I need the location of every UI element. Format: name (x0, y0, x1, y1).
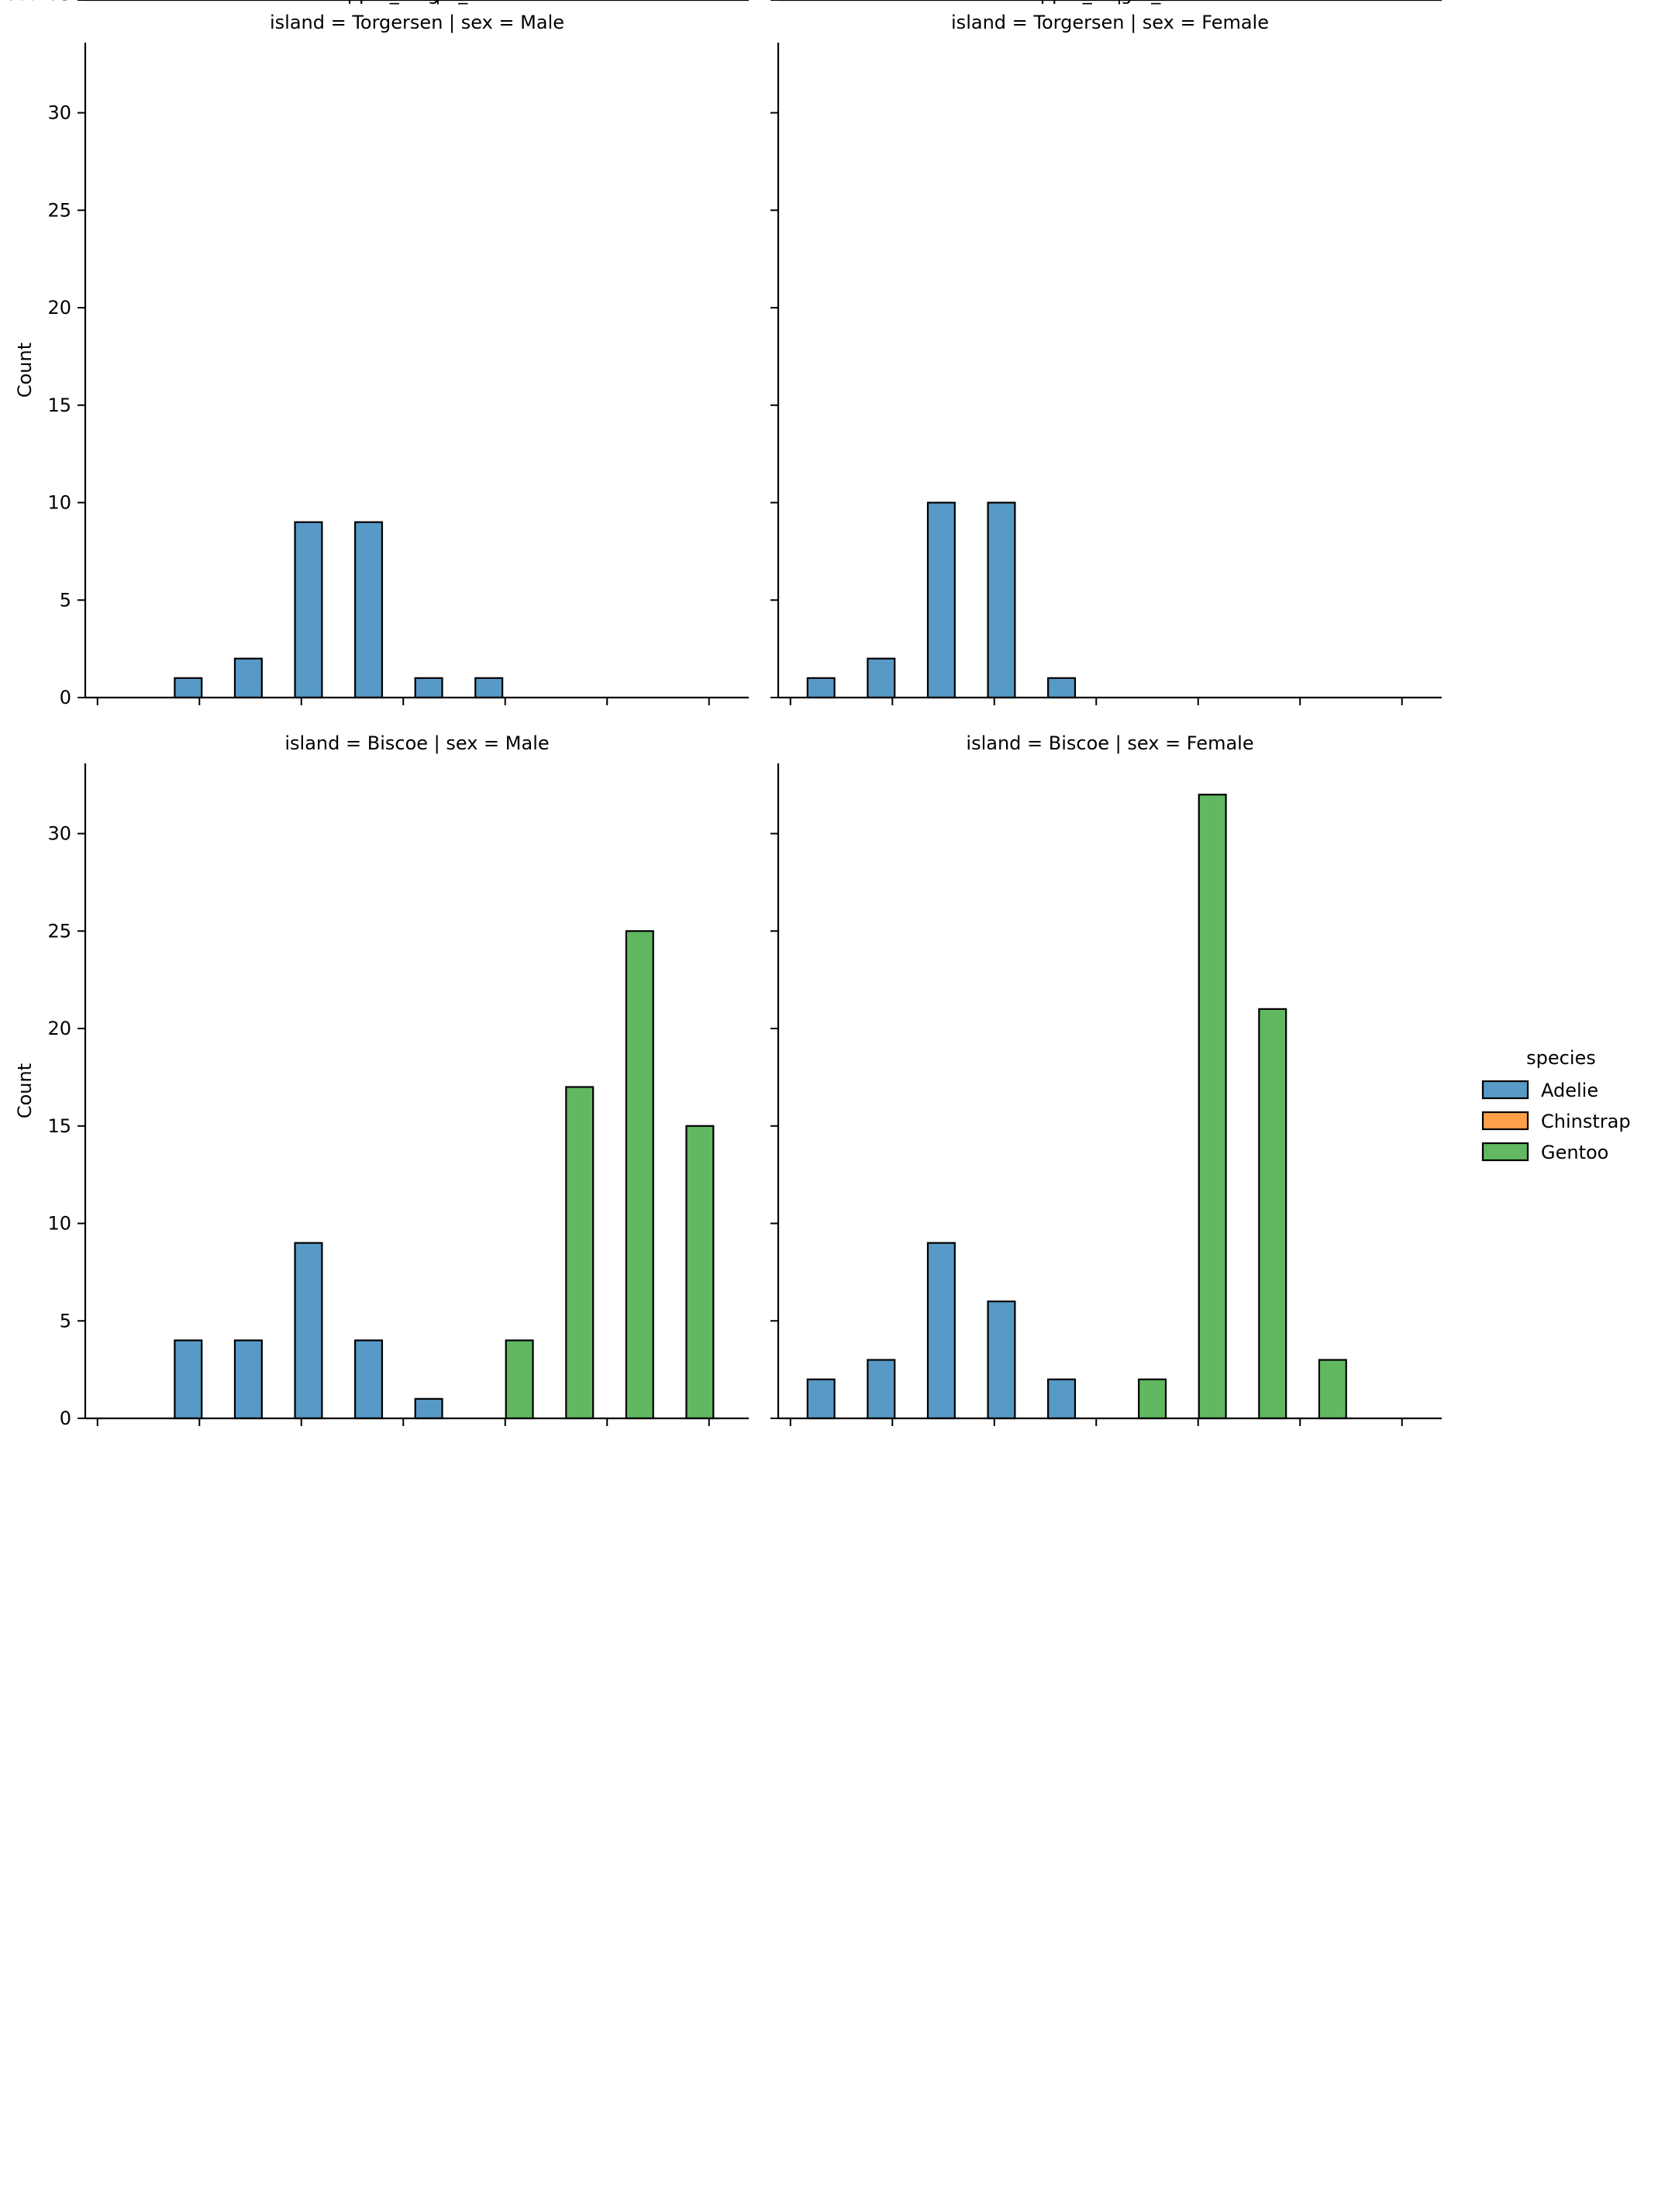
bar-gentoo-223.2 (1318, 1359, 1347, 1420)
facet-title: island = Torgersen | sex = Male (270, 12, 564, 33)
legend: species Adelie Chinstrap Gentoo (1481, 1047, 1631, 1163)
bar-adelie-202.5 (414, 677, 443, 699)
legend-label-adelie: Adelie (1541, 1080, 1598, 1101)
x-tick-label: 180 (874, 0, 910, 5)
legend-title: species (1526, 1047, 1596, 1069)
bar-adelie-184.8 (926, 1242, 956, 1420)
y-tick-label: 20 (47, 0, 71, 5)
bar-adelie-178.9 (867, 1359, 896, 1420)
legend-label-chinstrap: Chinstrap (1541, 1111, 1631, 1132)
bar-adelie-173 (806, 1378, 836, 1420)
facet-title: island = Biscoe | sex = Female (966, 732, 1253, 754)
y-tick-label: 5 (60, 1310, 71, 1332)
bar-adelie-208.4 (474, 677, 504, 699)
x-tick-label: 200 (1078, 0, 1114, 5)
y-tick-label: 15 (47, 1115, 71, 1137)
y-tick-label: 0 (60, 1407, 71, 1429)
y-tick-label: 5 (60, 0, 71, 5)
x-tick-label: 230 (691, 0, 727, 5)
bar-adelie-190.7 (294, 521, 323, 699)
facet-title: island = Torgersen | sex = Female (951, 12, 1269, 33)
y-tick-label: 25 (47, 0, 71, 5)
y-tick-label: 15 (47, 0, 71, 5)
facet-title: island = Dream | sex = Female (965, 0, 1255, 5)
facet-panel-3: island = Biscoe | sex = Male 0 5 10 15 20 25 30… (14, 732, 749, 1429)
bar-gentoo-217.3 (565, 1086, 595, 1420)
bar-adelie-173 (806, 677, 836, 699)
bar-gentoo-223.2 (625, 930, 654, 1420)
bar-adelie-178.9 (867, 657, 896, 699)
x-tick-label: 190 (284, 0, 319, 5)
x-tick-label: 230 (1384, 0, 1420, 5)
legend-swatch-adelie (1481, 1080, 1529, 1100)
bar-adelie-178.9 (174, 677, 203, 699)
y-axis-label: Count (14, 343, 36, 398)
bar-adelie-190.7 (987, 1301, 1016, 1420)
y-tick-label: 10 (47, 1213, 71, 1235)
bar-adelie-184.8 (233, 657, 263, 699)
x-axis-label: flipper_length_mm (330, 0, 504, 5)
bar-adelie-184.8 (926, 501, 956, 699)
facet-panel-2: island = Torgersen | sex = Female (770, 12, 1442, 705)
y-tick-label: 30 (47, 823, 71, 845)
facet-panel-1: island = Torgersen | sex = Male 0 5 10 15 20 2… (14, 12, 749, 708)
x-tick-label: 220 (1282, 0, 1318, 5)
x-axis-label: flipper_length_mm (1023, 0, 1197, 5)
x-tick-label: 220 (589, 0, 625, 5)
legend-swatch-gentoo (1481, 1142, 1529, 1162)
y-axis-label: Count (3, 0, 58, 5)
bar-adelie-196.6 (354, 521, 384, 699)
bar-gentoo-211.4 (505, 1339, 534, 1420)
facet-panel-6: island = Dream | sex = Female 170 180 190 20… (770, 0, 1442, 5)
x-tick-label: 200 (385, 0, 421, 5)
facet-title: island = Dream | sex = Male (284, 0, 550, 5)
bar-adelie-196.6 (1047, 677, 1077, 699)
x-tick-label: 190 (977, 0, 1012, 5)
x-tick-label: 170 (80, 0, 115, 5)
facet-title: island = Biscoe | sex = Male (284, 732, 549, 754)
bar-gentoo-211.4 (1198, 794, 1227, 1420)
y-tick-label: 10 (47, 492, 71, 514)
x-tick-label: 170 (773, 0, 808, 5)
bar-gentoo-205.5 (1138, 1378, 1167, 1420)
y-tick-label: 15 (47, 395, 71, 416)
bar-adelie-190.7 (294, 1242, 323, 1420)
bar-adelie-196.6 (1047, 1378, 1077, 1420)
facet-panel-4: island = Biscoe | sex = Female (770, 732, 1442, 1426)
y-tick-label: 25 (47, 199, 71, 221)
legend-swatch-chinstrap (1481, 1111, 1529, 1131)
bar-gentoo-229.1 (685, 1125, 715, 1420)
y-tick-label: 0 (60, 687, 71, 708)
bar-gentoo-217.3 (1258, 1008, 1287, 1420)
bar-adelie-190.7 (987, 501, 1016, 699)
x-tick-label: 210 (1181, 0, 1216, 5)
legend-label-gentoo: Gentoo (1541, 1142, 1608, 1163)
bar-adelie-184.8 (233, 1339, 263, 1420)
bar-adelie-178.9 (174, 1339, 203, 1420)
bar-adelie-202.5 (414, 1397, 443, 1420)
y-tick-label: 30 (47, 102, 71, 124)
y-tick-label: 25 (47, 920, 71, 942)
x-tick-label: 180 (181, 0, 217, 5)
y-tick-label: 30 (47, 0, 71, 5)
y-axis-label: Count (14, 1063, 36, 1118)
y-tick-label: 20 (47, 1018, 71, 1039)
y-tick-label: 5 (60, 589, 71, 611)
y-tick-label: 20 (47, 297, 71, 319)
x-tick-label: 210 (488, 0, 523, 5)
bar-adelie-196.6 (354, 1339, 384, 1420)
y-tick-label: 0 (60, 0, 71, 5)
y-tick-label: 10 (47, 0, 71, 5)
